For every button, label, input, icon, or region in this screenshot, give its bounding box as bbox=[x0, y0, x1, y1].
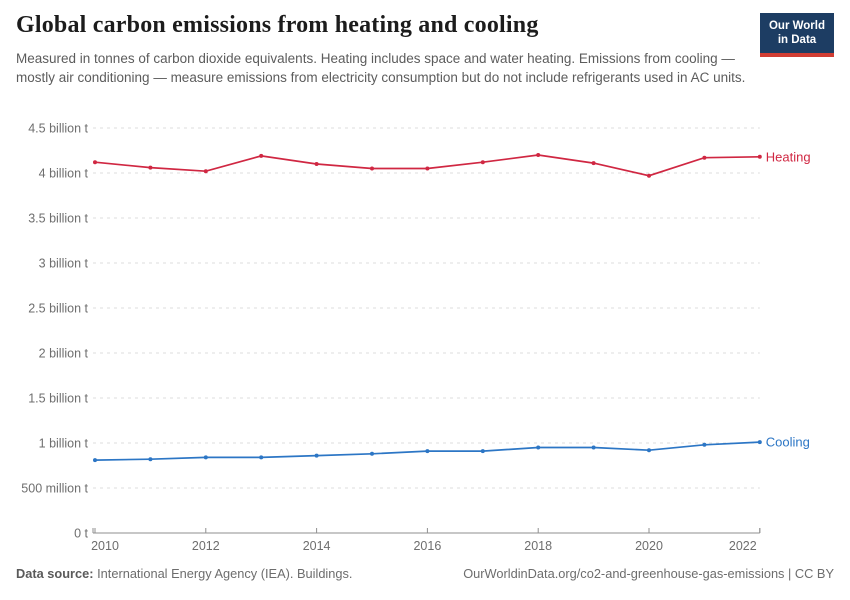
x-tick-label: 2012 bbox=[192, 539, 220, 553]
heating-point[interactable] bbox=[647, 173, 651, 178]
cooling-line-series[interactable]: Cooling bbox=[93, 435, 810, 463]
owid-logo-line1: Our World bbox=[768, 20, 825, 32]
y-axis: 0 t 500 million t 1 billion t 1.5 billion t… bbox=[21, 122, 761, 541]
cooling-point[interactable] bbox=[757, 440, 762, 445]
x-tick-label: 2022 bbox=[729, 539, 757, 553]
x-tick-label: 2016 bbox=[413, 539, 441, 553]
heating-point[interactable] bbox=[425, 166, 430, 171]
heating-point[interactable] bbox=[480, 160, 485, 165]
cooling-point[interactable] bbox=[536, 445, 541, 450]
heating-point[interactable] bbox=[314, 162, 319, 166]
cooling-point[interactable] bbox=[702, 442, 707, 447]
cooling-point[interactable] bbox=[591, 445, 596, 450]
heating-point[interactable] bbox=[536, 153, 541, 157]
y-tick-label: 2 billion t bbox=[39, 347, 89, 361]
owid-logo[interactable]: Our World in Data bbox=[760, 13, 834, 57]
heating-line-series[interactable]: Heating bbox=[93, 149, 811, 178]
heating-point[interactable] bbox=[203, 169, 208, 174]
y-tick-label: 1.5 billion t bbox=[28, 392, 88, 406]
heating-point[interactable] bbox=[259, 153, 264, 158]
heating-point[interactable] bbox=[370, 166, 374, 171]
cooling-point[interactable] bbox=[93, 458, 97, 463]
x-tick-label: 2018 bbox=[524, 539, 552, 553]
owid-logo-line2: in Data bbox=[777, 34, 817, 47]
cooling-point[interactable] bbox=[370, 451, 374, 456]
heating-point[interactable] bbox=[148, 165, 153, 170]
page-title: Global carbon emissions from heating and… bbox=[16, 12, 539, 38]
heating-point[interactable] bbox=[757, 154, 762, 159]
cooling-point[interactable] bbox=[647, 448, 651, 453]
cooling-point[interactable] bbox=[480, 449, 485, 454]
heating-point[interactable] bbox=[702, 155, 707, 160]
heating-point[interactable] bbox=[93, 160, 97, 165]
y-tick-label: 4.5 billion t bbox=[28, 122, 88, 136]
data-source-label: Data source: bbox=[16, 566, 94, 581]
heating-line[interactable] bbox=[94, 154, 760, 177]
heating-point[interactable] bbox=[591, 161, 596, 166]
owid-credit-link[interactable]: OurWorldinData.org/co2-and-greenhouse-ga… bbox=[463, 566, 834, 581]
y-tick-label: 2.5 billion t bbox=[28, 302, 88, 316]
y-tick-label: 0 t bbox=[74, 527, 88, 541]
y-tick-label: 3 billion t bbox=[39, 257, 89, 271]
cooling-point[interactable] bbox=[425, 449, 430, 454]
cooling-point[interactable] bbox=[148, 457, 153, 462]
x-axis: 2010 2012 2014 2016 2018 2020 2022 bbox=[91, 528, 761, 553]
x-tick-label: 2020 bbox=[635, 539, 663, 553]
chart-header: Global carbon emissions from heating and… bbox=[16, 12, 834, 88]
cooling-point[interactable] bbox=[314, 453, 319, 458]
heating-series-label[interactable]: Heating bbox=[766, 149, 811, 164]
data-source: Data source: International Energy Agency… bbox=[16, 566, 352, 581]
data-source-value: International Energy Agency (IEA). Build… bbox=[97, 566, 353, 581]
x-tick-label: 2010 bbox=[91, 539, 119, 553]
x-tick-label: 2014 bbox=[303, 539, 331, 553]
y-tick-label: 4 billion t bbox=[39, 167, 89, 181]
chart-footer: Data source: International Energy Agency… bbox=[16, 566, 834, 581]
chart-subtitle: Measured in tonnes of carbon dioxide equ… bbox=[16, 51, 746, 86]
y-tick-label: 500 million t bbox=[21, 482, 88, 496]
y-tick-label: 3.5 billion t bbox=[28, 212, 88, 226]
cooling-point[interactable] bbox=[259, 455, 264, 460]
cooling-point[interactable] bbox=[203, 455, 208, 460]
y-tick-label: 1 billion t bbox=[39, 437, 89, 451]
cooling-series-label[interactable]: Cooling bbox=[766, 435, 810, 450]
